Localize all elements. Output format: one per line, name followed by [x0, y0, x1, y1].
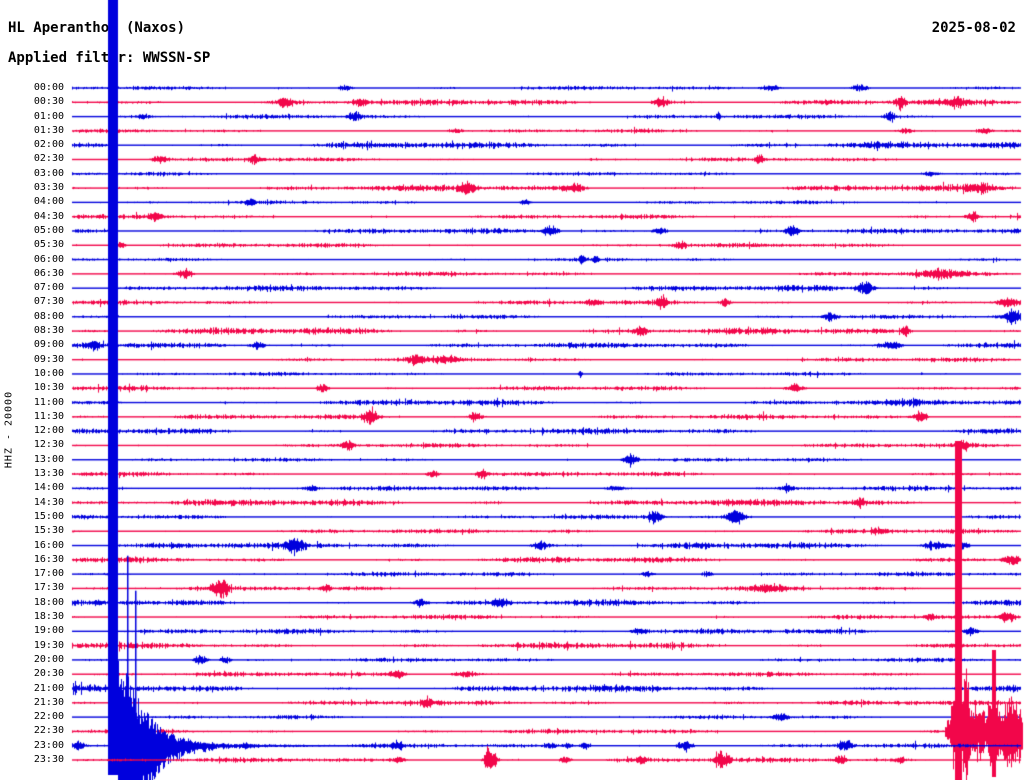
row-time-label: 00:30 — [33, 96, 64, 108]
row-time-label: 20:30 — [33, 668, 64, 680]
row-time-label: 14:30 — [33, 496, 64, 508]
row-time-label: 05:30 — [33, 239, 64, 251]
row-time-label: 23:30 — [33, 754, 64, 765]
row-time-label: 21:30 — [33, 696, 64, 708]
row-time-label: 07:30 — [33, 296, 64, 308]
row-time-label: 18:00 — [33, 596, 64, 608]
row-time-label: 16:30 — [33, 553, 64, 565]
row-time-label: 04:00 — [33, 196, 64, 208]
row-time-label: 10:30 — [33, 382, 64, 394]
row-time-label: 16:00 — [33, 539, 64, 551]
row-time-label: 10:00 — [33, 367, 64, 379]
row-time-label: 06:00 — [33, 253, 64, 265]
row-time-label: 19:30 — [33, 639, 64, 651]
row-time-label: 01:00 — [33, 110, 64, 122]
row-time-label: 12:00 — [33, 425, 64, 437]
row-time-label: 17:30 — [33, 582, 64, 594]
row-time-label: 13:30 — [33, 468, 64, 480]
date-label: 2025-08-02 — [931, 20, 1016, 36]
row-time-label: 15:30 — [33, 525, 64, 537]
row-time-label: 08:00 — [33, 310, 64, 322]
row-time-label: 12:30 — [33, 439, 64, 451]
row-time-label: 15:00 — [33, 510, 64, 522]
station-title: HL Aperanthos (Naxos) — [8, 20, 186, 36]
row-time-label: 13:00 — [33, 453, 64, 465]
row-time-label: 09:00 — [33, 339, 64, 351]
row-time-label: 00:00 — [33, 82, 64, 93]
row-time-label: 14:00 — [33, 482, 64, 494]
row-time-label: 03:30 — [33, 182, 64, 194]
row-time-label: 07:00 — [33, 282, 64, 294]
row-time-label: 22:30 — [33, 725, 64, 737]
row-time-label: 19:00 — [33, 625, 64, 637]
row-time-label: 11:30 — [33, 410, 64, 422]
row-time-label: 18:30 — [33, 611, 64, 623]
row-time-label: 02:00 — [33, 139, 64, 151]
row-time-label: 06:30 — [33, 267, 64, 279]
row-time-label: 08:30 — [33, 325, 64, 337]
row-time-label: 03:00 — [33, 167, 64, 179]
row-time-label: 23:00 — [33, 739, 64, 751]
row-time-label: 01:30 — [33, 124, 64, 136]
row-time-label: 21:00 — [33, 682, 64, 694]
row-time-label: 17:00 — [33, 568, 64, 580]
row-time-label: 20:00 — [33, 653, 64, 665]
row-time-label: 04:30 — [33, 210, 64, 222]
row-time-label: 09:30 — [33, 353, 64, 365]
row-time-label: 05:00 — [33, 224, 64, 236]
row-time-label: 02:30 — [33, 153, 64, 165]
applied-filter-label: Applied filter: WWSSN-SP — [8, 50, 211, 66]
row-time-label: 11:00 — [33, 396, 64, 408]
row-time-label: 22:00 — [33, 711, 64, 723]
